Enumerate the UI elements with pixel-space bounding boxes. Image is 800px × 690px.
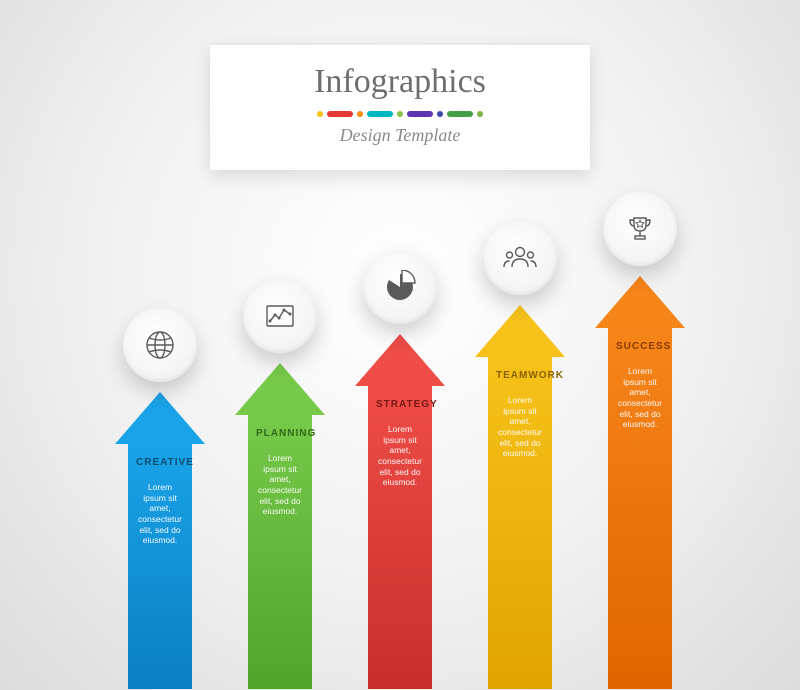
circle-teamwork	[483, 221, 557, 295]
header-title: Infographics	[220, 63, 580, 101]
header-accent-dots	[220, 109, 580, 119]
arrow-description: Lorem ipsum sit amet, consectetur elit, …	[496, 395, 544, 459]
header-accent-bar	[447, 111, 473, 117]
header-accent-bar	[407, 111, 433, 117]
arrow-strategy: STRATEGY Lorem ipsum sit amet, consectetu…	[355, 334, 445, 689]
header-subtitle: Design Template	[220, 125, 580, 146]
arrow-label: PLANNING	[256, 428, 304, 439]
arrow-body: STRATEGY Lorem ipsum sit amet, consectetu…	[368, 385, 432, 689]
arrow-head	[115, 392, 205, 444]
trophy-icon	[623, 212, 657, 246]
arrow-head	[355, 334, 445, 386]
globe-icon	[143, 328, 177, 362]
header-card: Infographics Design Template	[210, 45, 590, 170]
arrow-description: Lorem ipsum sit amet, consectetur elit, …	[616, 366, 664, 430]
arrow-success: SUCCESS Lorem ipsum sit amet, consectetur…	[595, 276, 685, 689]
circle-creative	[123, 308, 197, 382]
circle-success	[603, 192, 677, 266]
arrow-head	[235, 363, 325, 415]
chart-icon	[263, 299, 297, 333]
arrow-head	[475, 305, 565, 357]
header-accent-dot	[357, 111, 363, 117]
team-icon	[503, 241, 537, 275]
arrow-head	[595, 276, 685, 328]
arrow-body: PLANNING Lorem ipsum sit amet, consectetu…	[248, 414, 312, 689]
header-accent-dot	[317, 111, 323, 117]
arrow-label: CREATIVE	[136, 457, 184, 468]
circle-planning	[243, 279, 317, 353]
pie-icon	[383, 270, 417, 304]
arrow-planning: PLANNING Lorem ipsum sit amet, consectetu…	[235, 363, 325, 689]
arrow-body: SUCCESS Lorem ipsum sit amet, consectetur…	[608, 327, 672, 689]
arrow-body: TEAMWORK Lorem ipsum sit amet, consectetu…	[488, 356, 552, 689]
header-accent-dot	[437, 111, 443, 117]
arrow-body: CREATIVE Lorem ipsum sit amet, consectetu…	[128, 443, 192, 689]
arrow-description: Lorem ipsum sit amet, consectetur elit, …	[256, 453, 304, 517]
header-accent-dot	[477, 111, 483, 117]
arrow-description: Lorem ipsum sit amet, consectetur elit, …	[376, 424, 424, 488]
arrow-label: SUCCESS	[616, 341, 664, 352]
header-accent-bar	[327, 111, 353, 117]
header-accent-bar	[367, 111, 393, 117]
arrow-creative: CREATIVE Lorem ipsum sit amet, consectetu…	[115, 392, 205, 689]
header-accent-dot	[397, 111, 403, 117]
arrow-teamwork: TEAMWORK Lorem ipsum sit amet, consectetu…	[475, 305, 565, 689]
arrow-label: TEAMWORK	[496, 370, 544, 381]
arrow-description: Lorem ipsum sit amet, consectetur elit, …	[136, 482, 184, 546]
arrow-label: STRATEGY	[376, 399, 424, 410]
circle-strategy	[363, 250, 437, 324]
